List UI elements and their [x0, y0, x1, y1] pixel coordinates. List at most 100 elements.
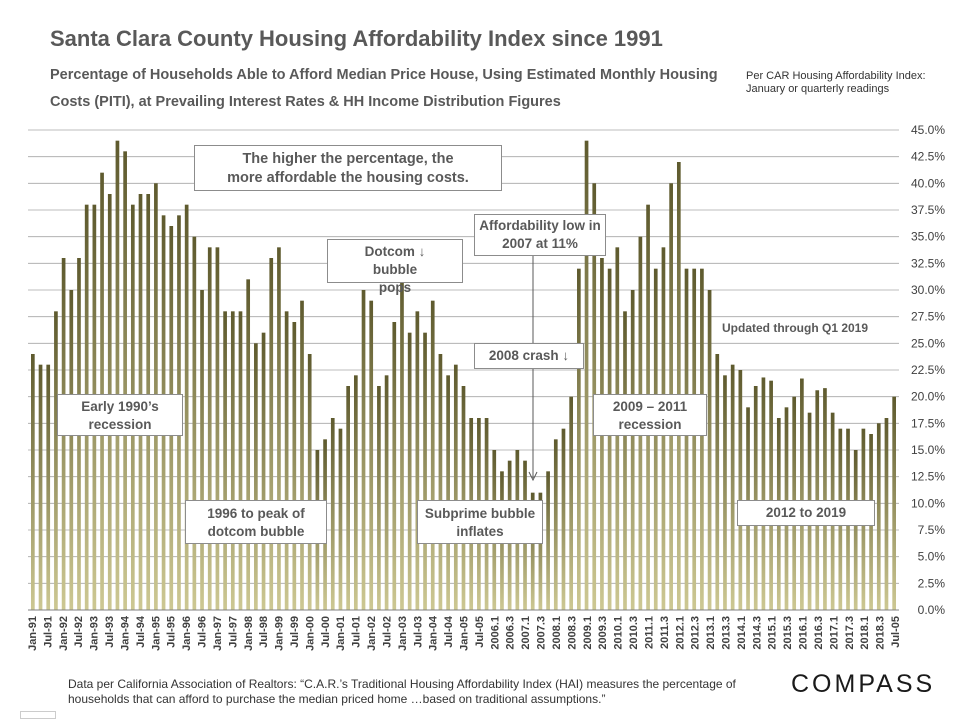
x-axis-ticks: Jan-91 Jul-91 Jan-92 Jul-92 Jan-93 Jul-93 Jan-…: [27, 615, 902, 651]
bar: [254, 343, 258, 610]
callout-1996-peak: 1996 to peak of dotcom bubble: [185, 500, 327, 544]
bar: [753, 386, 758, 610]
bar: [653, 268, 658, 610]
y-tick-label: 32.5%: [911, 256, 945, 270]
bar: [438, 354, 443, 610]
bar: [400, 279, 404, 610]
x-tick-label: Jul-92: [73, 616, 85, 648]
bar: [300, 300, 304, 610]
y-tick-label: 22.5%: [911, 363, 945, 377]
bar: [561, 428, 566, 610]
bar: [215, 247, 220, 610]
x-tick-label: 2012.1: [674, 616, 686, 650]
bar: [607, 268, 612, 610]
bar: [346, 386, 350, 610]
callout-early-1990s: Early 1990’s recession: [57, 394, 183, 436]
x-tick-label: Jul-05: [474, 616, 486, 648]
bar: [361, 290, 366, 610]
bar: [577, 268, 581, 610]
compass-logo: COMPASS: [791, 670, 936, 698]
y-tick-label: 20.0%: [911, 390, 945, 404]
bar: [461, 386, 466, 610]
x-tick-label: Jan-93: [89, 616, 101, 651]
x-tick-label: 2007.3: [536, 616, 548, 650]
bar: [876, 423, 881, 610]
x-tick-label: 2013.1: [705, 616, 717, 650]
x-tick-label: Jul-97: [227, 616, 239, 648]
y-tick-label: 10.0%: [911, 496, 945, 510]
y-tick-label: 17.5%: [911, 416, 945, 430]
x-tick-label: Jan-95: [150, 616, 162, 651]
bar: [277, 247, 281, 610]
bar: [453, 364, 458, 610]
x-tick-label: Jul-99: [289, 616, 301, 648]
callout-2009-2011: 2009 – 2011 recession: [593, 394, 707, 436]
y-tick-label: 35.0%: [911, 230, 945, 244]
bar: [330, 418, 335, 610]
bar: [377, 386, 381, 610]
bar: [700, 268, 704, 610]
note-updated: Updated through Q1 2019: [722, 321, 869, 335]
x-tick-label: Jan-91: [27, 616, 39, 651]
x-tick-label: Jan-96: [181, 616, 193, 651]
bar: [823, 388, 827, 610]
x-tick-label: Jan-97: [212, 616, 224, 651]
x-tick-label: 2006.1: [489, 616, 501, 650]
y-tick-label: 42.5%: [911, 150, 945, 164]
x-tick-label: Jul-04: [443, 615, 455, 648]
x-tick-label: 2018.1: [859, 616, 871, 650]
subtitle-bold: Percentage of Households Able to Afford …: [50, 67, 479, 83]
bar: [38, 364, 43, 610]
bar: [715, 354, 720, 610]
y-tick-label: 15.0%: [911, 443, 945, 457]
callout-affordability-low: Affordability low in 2007 at 11%: [474, 214, 606, 256]
x-tick-label: Jul-02: [381, 616, 393, 648]
x-tick-label: Jul-96: [197, 616, 209, 648]
x-tick-label: Jan-02: [366, 616, 378, 651]
y-tick-label: 2.5%: [918, 576, 946, 590]
bar: [353, 375, 358, 610]
car-index-note: Per CAR Housing Affordability Index: Jan…: [746, 70, 926, 95]
bar: [584, 140, 589, 611]
x-tick-label: 2014.3: [751, 616, 763, 650]
bar: [530, 492, 535, 610]
bar: [692, 268, 697, 610]
bar: [207, 247, 212, 610]
x-tick-label: Jul-93: [104, 616, 116, 648]
x-tick-label: 2006.3: [505, 616, 517, 650]
x-tick-label: Jul-00: [320, 616, 332, 648]
bar: [769, 380, 773, 610]
callout-subprime: Subprime bubble inflates: [417, 500, 543, 544]
y-tick-label: 45.0%: [911, 123, 945, 137]
x-tick-label: 2017.1: [828, 616, 840, 650]
bar: [761, 377, 766, 610]
bar: [730, 364, 735, 610]
bar: [284, 311, 289, 610]
x-tick-label: 2010.3: [628, 616, 640, 650]
x-tick-label: Jul-91: [42, 616, 54, 648]
bar: [623, 311, 627, 610]
bar: [684, 268, 689, 610]
callout-higher-percentage: The higher the percentage, the more affo…: [194, 145, 502, 191]
bar: [415, 311, 420, 610]
bar: [200, 290, 204, 610]
callout-2008-crash: 2008 crash ↓: [474, 343, 584, 369]
x-tick-label: Jul-01: [351, 616, 363, 648]
x-tick-label: Jan-01: [335, 616, 347, 651]
y-tick-label: 37.5%: [911, 203, 945, 217]
bar: [738, 370, 743, 610]
x-tick-label: Jul-98: [258, 616, 270, 648]
x-tick-label: Jan-92: [58, 616, 70, 651]
x-tick-label: Jan-03: [397, 616, 409, 651]
subtitle-rest: Using Estimated Monthly Housing Costs (P…: [50, 67, 718, 110]
bar: [292, 322, 297, 610]
bar: [369, 300, 374, 610]
x-tick-label: Jan-05: [459, 616, 471, 651]
x-tick-label: 2018.3: [875, 616, 887, 650]
bar: [630, 290, 635, 610]
x-tick-label: 2014.1: [736, 616, 748, 650]
bar: [392, 322, 397, 610]
bar: [54, 311, 58, 610]
x-tick-label: 2016.1: [798, 616, 810, 650]
